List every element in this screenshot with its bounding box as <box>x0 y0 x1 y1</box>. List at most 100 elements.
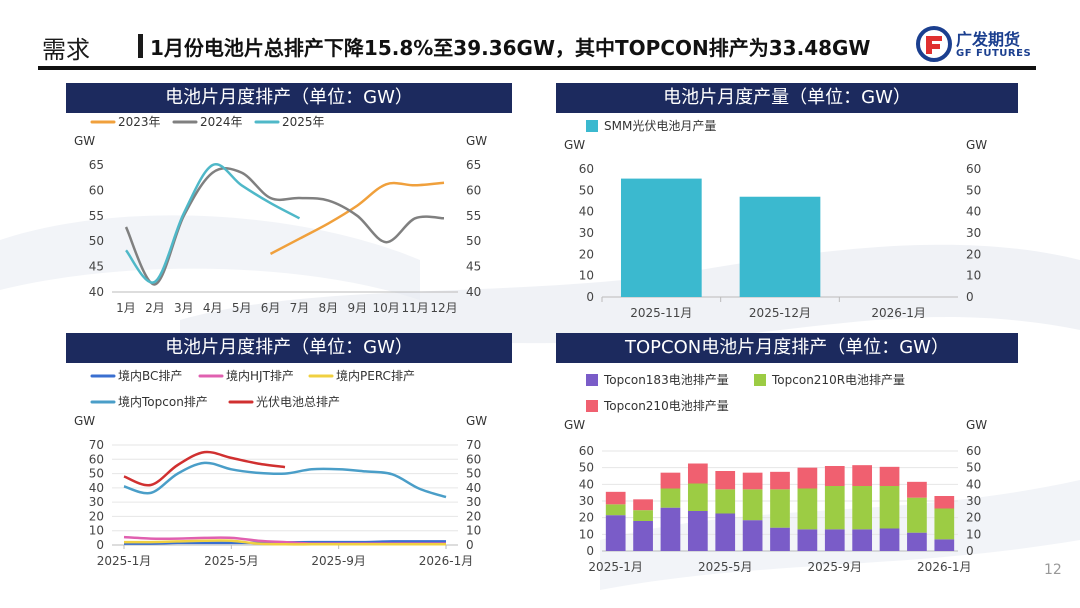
bar-2025-9月-Topcon210R电池排产量 <box>824 486 845 530</box>
y-tick-right: 60 <box>966 444 981 458</box>
bar-2025-9月-Topcon183电池排产量 <box>824 529 845 551</box>
y-tick-left: 40 <box>89 481 104 495</box>
y-tick-left: 20 <box>89 509 104 523</box>
bar-2025-12月-Topcon210电池排产量 <box>907 481 927 498</box>
bar-2025-4月-Topcon210R电池排产量 <box>687 483 708 511</box>
panel-title-2: 电池片月度产量（单位：GW） <box>556 83 1018 113</box>
logo-text-en: GF FUTURES <box>956 48 1032 59</box>
bar-2025-12月 <box>739 196 821 297</box>
header-rule <box>38 66 1036 70</box>
legend-label: Topcon210R电池排产量 <box>771 373 905 387</box>
x-tick-label: 2025-1月 <box>97 554 152 568</box>
legend-label: 2024年 <box>200 115 243 129</box>
chart-smm-monthly-production: GW GW 0 0 10 10 20 20 30 30 40 40 50 50 60 60 SMM光伏电池月产量… <box>564 119 987 320</box>
y-tick-right: 40 <box>466 285 481 299</box>
x-tick-label: 8月 <box>319 301 339 315</box>
y-tick-right: 55 <box>466 209 481 223</box>
bar-2026-1月-Topcon183电池排产量 <box>934 539 955 551</box>
legend-label: 境内BC排产 <box>118 368 182 383</box>
bar-2025-7月-Topcon210R电池排产量 <box>770 489 790 528</box>
y-tick-left: 60 <box>579 162 594 176</box>
legend-label: 2025年 <box>282 115 325 129</box>
y-tick-left: 20 <box>579 247 594 261</box>
chart-monthly-schedule-yearly: GW GW 40 40 45 45 50 50 55 55 60 60 65 65 1月 2月 3月 4月 5月 6月… <box>74 115 487 315</box>
y-tick-right: 0 <box>466 538 474 552</box>
bar-2025-11月 <box>620 178 702 297</box>
y-tick-left: 0 <box>586 290 594 304</box>
y-tick-left: 65 <box>89 158 104 172</box>
series-line-2023年 <box>269 181 445 256</box>
y-tick-left: 50 <box>579 461 594 475</box>
x-tick-label: 2026-1月 <box>419 554 474 568</box>
y-axis-unit-right: GW <box>466 414 487 428</box>
x-tick-label: 2025-5月 <box>204 554 259 568</box>
series-line-光伏电池总排产 <box>123 450 286 487</box>
x-tick-label: 6月 <box>261 301 281 315</box>
legend-label: Topcon210电池排产量 <box>603 399 729 413</box>
y-tick-right: 50 <box>966 183 981 197</box>
y-axis-unit-left: GW <box>74 134 95 148</box>
y-tick-right: 40 <box>966 477 981 491</box>
y-tick-right: 50 <box>466 467 481 481</box>
bar-2026-1月-Topcon210电池排产量 <box>934 496 955 509</box>
x-tick-label: 9月 <box>347 301 367 315</box>
y-tick-right: 30 <box>966 494 981 508</box>
y-tick-left: 30 <box>579 226 594 240</box>
bar-2025-4月-Topcon183电池排产量 <box>687 511 708 551</box>
x-tick-label: 2025-12月 <box>749 306 811 320</box>
y-axis-unit-left: GW <box>564 138 585 152</box>
x-tick-label: 7月 <box>290 301 310 315</box>
y-tick-left: 30 <box>89 495 104 509</box>
legend-label: Topcon183电池排产量 <box>603 373 729 387</box>
logo-text-cn: 广发期货 <box>956 30 1021 49</box>
bar-2025-9月-Topcon210电池排产量 <box>824 466 845 486</box>
y-tick-right: 45 <box>466 260 481 274</box>
bar-2025-1月-Topcon183电池排产量 <box>605 515 626 551</box>
bar-2025-7月-Topcon183电池排产量 <box>770 527 790 551</box>
x-tick-label: 2月 <box>145 301 165 315</box>
bar-2025-7月-Topcon210电池排产量 <box>770 471 790 490</box>
bar-2025-6月-Topcon183电池排产量 <box>742 520 763 551</box>
x-tick-label: 2025-11月 <box>630 306 692 320</box>
bar-2025-8月-Topcon183电池排产量 <box>797 529 818 551</box>
legend-swatch <box>586 400 598 412</box>
panel-title-4: TOPCON电池片月度排产（单位：GW） <box>556 333 1018 363</box>
y-tick-left: 10 <box>579 527 594 541</box>
legend-swatch <box>586 120 598 132</box>
y-tick-left: 40 <box>89 285 104 299</box>
bar-2025-11月-Topcon183电池排产量 <box>879 528 900 551</box>
bar-2025-6月-Topcon210电池排产量 <box>742 472 763 490</box>
legend-label: 境内HJT排产 <box>226 368 294 383</box>
y-tick-right: 10 <box>966 527 981 541</box>
legend-swatch <box>586 374 598 386</box>
y-tick-left: 45 <box>89 260 104 274</box>
y-tick-left: 50 <box>579 183 594 197</box>
bar-2025-4月-Topcon210电池排产量 <box>687 463 708 484</box>
chart-topcon-stacked: GW GW 0 0 10 10 20 20 30 30 40 40 50 50 60 60 Topcon183电… <box>564 373 987 574</box>
series-line-2024年 <box>124 167 445 286</box>
header-separator <box>138 34 143 58</box>
bar-2025-11月-Topcon210电池排产量 <box>879 466 900 486</box>
bar-2025-5月-Topcon210R电池排产量 <box>715 489 736 514</box>
bar-2025-10月-Topcon210R电池排产量 <box>852 486 873 530</box>
y-tick-left: 0 <box>96 538 104 552</box>
bar-2025-10月-Topcon210电池排产量 <box>852 465 873 486</box>
x-tick-label: 3月 <box>174 301 194 315</box>
bar-2025-11月-Topcon210R电池排产量 <box>879 486 900 529</box>
y-tick-right: 65 <box>466 158 481 172</box>
bar-2025-2月-Topcon210电池排产量 <box>633 499 653 511</box>
legend-swatch <box>754 374 766 386</box>
y-tick-right: 70 <box>466 438 481 452</box>
company-logo: 广发期货 GF FUTURES <box>916 24 1040 64</box>
bar-2025-3月-Topcon210电池排产量 <box>660 472 681 489</box>
y-tick-left: 10 <box>89 524 104 538</box>
y-tick-left: 40 <box>579 477 594 491</box>
x-tick-label: 2025-9月 <box>311 554 366 568</box>
y-axis-unit-left: GW <box>74 414 95 428</box>
y-tick-right: 20 <box>966 247 981 261</box>
series-line-境内PERC排产 <box>123 539 446 546</box>
section-label: 需求 <box>42 36 90 64</box>
x-tick-label: 4月 <box>203 301 223 315</box>
y-axis-unit-right: GW <box>466 134 487 148</box>
slide-header: 需求 1月份电池片总排产下降15.8%至39.36GW，其中TOPCON排产为3… <box>38 24 1038 64</box>
